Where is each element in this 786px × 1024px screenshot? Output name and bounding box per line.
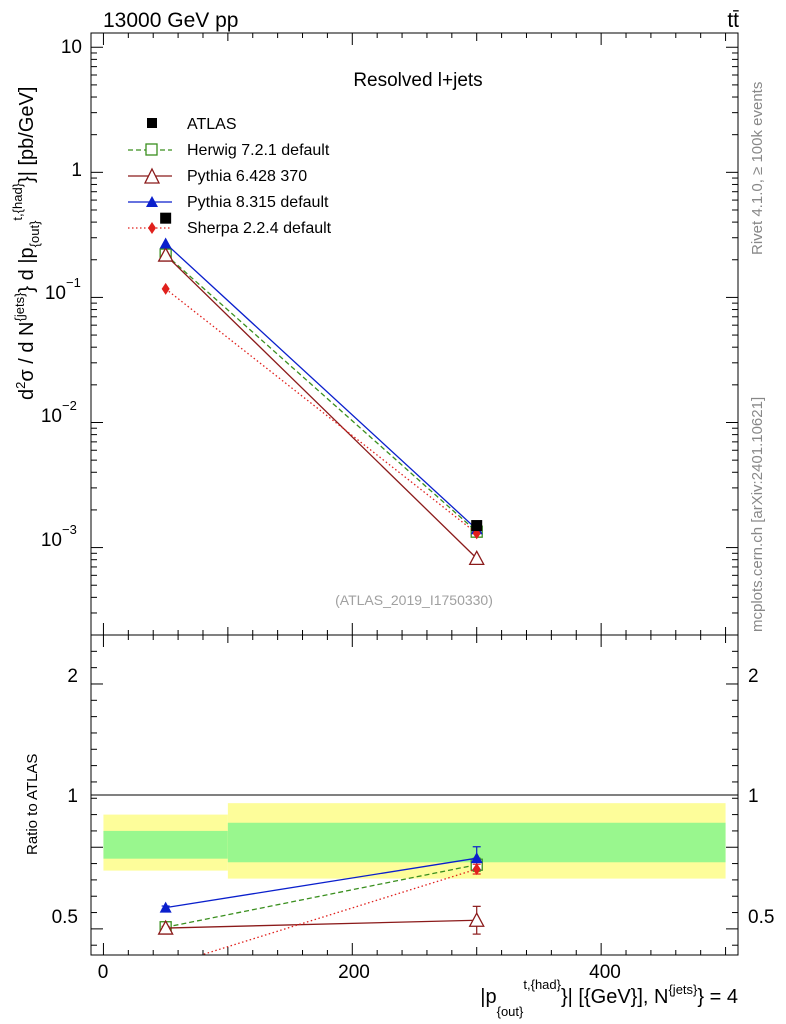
main-axis-ticks [91, 33, 738, 636]
legend-label-herwig: Herwig 7.2.1 default [187, 142, 330, 159]
ratio-line-pythia-8-315-default [165, 857, 477, 909]
ratio-line-pythia-6-428-370 [165, 919, 477, 929]
legend-marker-herwig [145, 143, 158, 156]
ratio-ytick-left-1: 1 [67, 786, 78, 807]
main-point-atlas [160, 212, 172, 224]
ytick-exp-0.1: −1 [66, 275, 81, 290]
legend-entry-herwig: Herwig 7.2.1 default [128, 142, 330, 159]
process-label: tt̄ [727, 9, 739, 32]
ratio-bands-layer [103, 803, 726, 879]
ratio-ytick-right-1: 1 [748, 786, 759, 807]
main-line-pythia-8-315-default [165, 242, 478, 530]
legend-label-pythia6: Pythia 6.428 370 [187, 168, 307, 185]
legend-entry-pythia8: Pythia 8.315 default [128, 194, 329, 211]
ratio-ylabel: Ratio to ATLAS [24, 754, 41, 855]
ratio-band-green [103, 830, 228, 859]
beam-label: 13000 GeV pp [103, 9, 238, 32]
main-line-sherpa-2-2-4-default [165, 288, 478, 534]
ratio-ytick-left-0.5: 0.5 [52, 907, 78, 928]
ytick-label-0.01: 10 [41, 406, 62, 427]
xtick-label-400: 400 [589, 962, 621, 983]
main-ylabel: d2σ / d N{jets}} d |p{out}t,{had}}| [pb/… [10, 87, 42, 400]
ratio-ytick-right-2: 2 [748, 666, 759, 687]
ytick-label-1: 1 [71, 160, 82, 181]
ratio-axis-ticks [91, 635, 738, 955]
mcplots-label: mcplots.cern.ch [arXiv:2401.10621] [749, 397, 766, 632]
legend-label-pythia8: Pythia 8.315 default [187, 194, 329, 211]
ratio-point-sherpa-2-2-4-default [472, 863, 481, 876]
main-point-pythia-6-428-370 [157, 246, 174, 262]
main-line-herwig-7-2-1-default [165, 254, 478, 533]
xtick-label-200: 200 [338, 962, 370, 983]
main-point-pythia-6-428-370 [468, 549, 485, 566]
ratio-line-sherpa-2-2-4-default [199, 868, 477, 955]
main-panel: Resolved l+jets (ATLAS_2019_I1750330) 10… [10, 32, 739, 636]
legend-entry-atlas: ATLAS [147, 116, 237, 133]
legend-label-atlas: ATLAS [187, 116, 237, 133]
ratio-series-clip-group [157, 846, 485, 955]
ratio-point-pythia-8-315-default [159, 901, 172, 913]
legend-marker-pythia6 [143, 167, 161, 184]
main-point-atlas [471, 520, 483, 532]
ratio-point-pythia-6-428-370 [157, 919, 174, 935]
ratio-ytick-right-0.5: 0.5 [748, 907, 774, 928]
ratio-frame [90, 634, 739, 956]
ytick-exp-0.01: −2 [62, 398, 77, 413]
ratio-line-herwig-7-2-1-default [165, 864, 477, 928]
xaxis-label: |p{out}t,{had}}| [{GeV}], N{jets}} = 4 [480, 977, 738, 1019]
main-line-pythia-6-428-370 [165, 254, 478, 559]
ytick-label-0.1: 10 [45, 283, 66, 304]
main-series-layer [157, 212, 485, 566]
ytick-label-0.001: 10 [41, 530, 62, 551]
legend-marker-atlas [147, 118, 157, 128]
ratio-panel: 2 1 0.5 2 1 0.5 0 200 400 Ratio to ATLAS… [24, 634, 774, 1019]
ytick-exp-0.001: −3 [62, 522, 77, 537]
legend-entry-pythia6: Pythia 6.428 370 [128, 167, 307, 185]
watermark: (ATLAS_2019_I1750330) [335, 592, 493, 608]
xtick-label-0: 0 [98, 962, 109, 983]
ratio-point-pythia-8-315-default [470, 852, 483, 864]
legend-entry-sherpa: Sherpa 2.2.4 default [128, 220, 332, 237]
ratio-series-layer [157, 846, 485, 955]
rivet-label: Rivet 4.1.0, ≥ 100k events [749, 82, 766, 255]
legend-marker-sherpa [148, 222, 156, 234]
legend-label-sherpa: Sherpa 2.2.4 default [187, 220, 332, 237]
legend-marker-pythia8 [146, 196, 158, 207]
ratio-ytick-left-2: 2 [67, 666, 78, 687]
main-point-pythia-8-315-default [159, 237, 172, 249]
ratio-point-pythia-6-428-370 [468, 911, 485, 927]
main-title: Resolved l+jets [353, 70, 482, 91]
ytick-label-10: 10 [61, 37, 82, 58]
main-point-sherpa-2-2-4-default [161, 282, 170, 295]
legend: ATLAS Herwig 7.2.1 default Pythia 6.428 … [128, 116, 332, 237]
